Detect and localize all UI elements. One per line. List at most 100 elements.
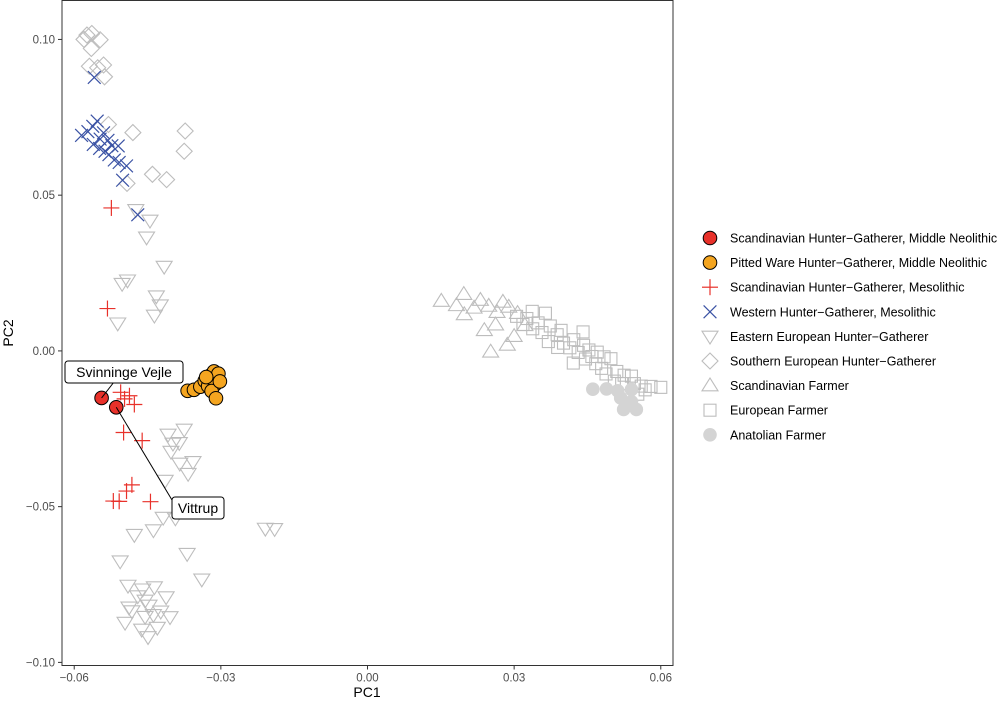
data-point: [447, 296, 466, 312]
data-point: [151, 605, 170, 620]
data-point: [538, 306, 552, 320]
data-point: [175, 142, 193, 161]
legend-key: [702, 230, 718, 246]
data-point: [144, 524, 163, 539]
x-axis: −0.06 −0.03 0.00 0.03 0.06: [60, 665, 672, 685]
data-point: [121, 387, 138, 404]
data-point: [156, 474, 175, 490]
data-point: [525, 304, 539, 318]
data-point: [147, 290, 166, 305]
y-tick-label: 0.05: [33, 190, 55, 202]
data-point: [136, 610, 155, 626]
x-tick-label: 0.00: [356, 673, 378, 685]
legend-key: [702, 279, 718, 296]
data-point: [163, 437, 182, 453]
legend-label: Scandinavian Hunter−Gatherer, Middle Neo…: [730, 232, 997, 246]
data-point: [148, 621, 167, 637]
data-point: [99, 300, 116, 317]
y-axis-title: PC2: [0, 319, 16, 346]
data-point: [130, 207, 145, 222]
annotation-label: Svinninge Vejle: [76, 364, 172, 380]
data-point: [125, 528, 144, 544]
data-point: [454, 285, 473, 300]
x-tick-label: −0.03: [206, 673, 235, 685]
data-point: [175, 423, 194, 439]
data-point: [212, 374, 228, 389]
data-point: [112, 384, 129, 401]
data-point: [103, 199, 120, 216]
data-point: [159, 428, 178, 444]
legend-item: European Farmer: [703, 403, 828, 418]
legend-key: [702, 255, 718, 270]
data-point: [604, 352, 618, 366]
data-point: [94, 390, 109, 406]
data-point: [471, 291, 490, 306]
data-point: [155, 260, 174, 276]
annotation: Svinninge Vejle: [64, 360, 184, 399]
legend-label: European Farmer: [730, 404, 828, 418]
legend-label: Scandinavian Hunter−Gatherer, Mesolithic: [730, 281, 965, 295]
data-point: [162, 445, 180, 461]
data-point: [479, 297, 498, 312]
legend-label: Scandinavian Farmer: [730, 379, 849, 393]
data-point: [629, 402, 644, 417]
data-point: [86, 137, 101, 152]
series-4: [108, 204, 284, 646]
data-point: [118, 579, 137, 595]
data-point: [613, 391, 628, 405]
data-point: [116, 616, 135, 632]
data-point: [563, 341, 577, 355]
data-point: [256, 522, 275, 538]
data-point: [157, 591, 176, 606]
data-point: [142, 493, 159, 510]
data-point: [105, 493, 122, 510]
data-point: [140, 214, 159, 230]
annotation: Vittrup: [115, 407, 225, 520]
y-tick-label: 0.10: [33, 34, 55, 46]
annotation-label: Vittrup: [178, 500, 218, 516]
data-point: [105, 138, 119, 153]
series-5: [75, 24, 194, 193]
legend: Scandinavian Hunter−Gatherer, Middle Neo…: [701, 230, 997, 442]
series-7: [510, 304, 668, 401]
data-point: [170, 437, 189, 452]
x-axis-title: PC1: [353, 684, 380, 700]
legend-item: Scandinavian Farmer: [701, 376, 849, 393]
legend-item: Southern European Hunter−Gatherer: [701, 352, 936, 370]
legend-label: Western Hunter−Gatherer, Mesolithic: [730, 305, 936, 319]
x-tick-label: 0.06: [650, 673, 672, 685]
data-point: [151, 299, 170, 314]
legend-key: [703, 428, 717, 442]
data-point: [616, 402, 631, 417]
legend-label: Eastern European Hunter−Gatherer: [730, 330, 928, 344]
plot-panel-border: [61, 0, 674, 666]
y-tick-label: −0.05: [26, 502, 55, 514]
data-point: [115, 424, 132, 441]
data-point: [111, 139, 126, 153]
data-point: [78, 26, 96, 44]
data-point: [576, 338, 591, 352]
data-point: [119, 601, 138, 616]
data-point: [90, 114, 105, 128]
data-point: [586, 382, 600, 397]
data-point: [432, 292, 451, 307]
series-1: [180, 364, 228, 406]
data-point: [118, 174, 136, 193]
y-tick-label: 0.00: [33, 346, 55, 358]
data-point: [113, 277, 132, 293]
data-point: [82, 39, 101, 58]
legend-key: [701, 352, 719, 370]
data-point: [505, 327, 524, 343]
data-point: [554, 323, 568, 337]
data-point: [198, 369, 214, 385]
data-point: [99, 115, 118, 134]
points-layer: [74, 24, 668, 646]
data-point: [654, 380, 668, 394]
data-point: [107, 153, 122, 167]
data-point: [179, 467, 198, 483]
data-point: [599, 367, 613, 381]
series-6: [432, 285, 534, 358]
annotation-leader-line: [101, 381, 115, 399]
